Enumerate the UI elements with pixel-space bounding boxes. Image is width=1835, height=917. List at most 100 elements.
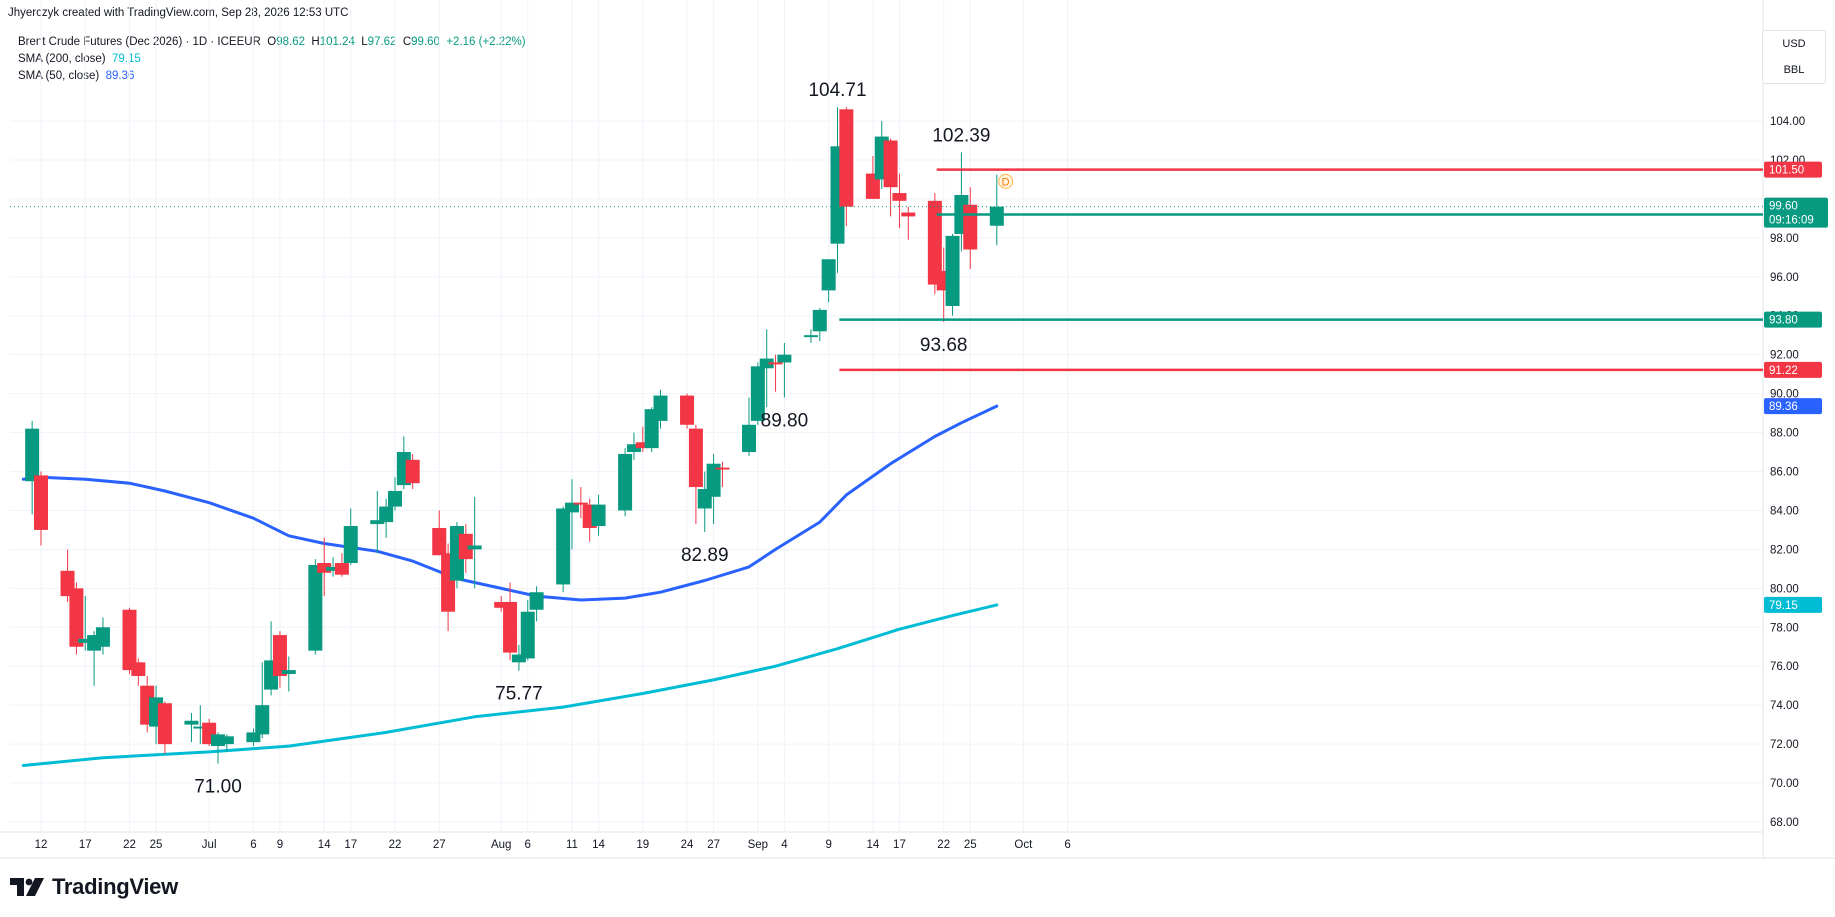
candle-body <box>131 662 146 676</box>
last-price-value: 99.60 <box>1769 201 1798 213</box>
time-tick-label: 11 <box>566 839 578 851</box>
candle-body <box>308 564 323 651</box>
price-tick-label: 82.00 <box>1770 544 1799 556</box>
candle-down <box>334 553 349 577</box>
tradingview-logo-text: TradingView <box>52 874 178 899</box>
candle-body <box>317 563 332 573</box>
price-tick-label: 96.00 <box>1770 272 1799 284</box>
sma-price-tag-text: 89.36 <box>1769 401 1798 413</box>
dividend-marker-icon[interactable]: D <box>998 173 1014 189</box>
time-tick-label: 6 <box>250 839 256 851</box>
candle-body <box>618 453 633 511</box>
candle-up <box>25 420 40 515</box>
time-tick-label: 14 <box>867 839 880 851</box>
candle-down <box>883 138 898 217</box>
time-tick-label: 22 <box>123 839 136 851</box>
candle-down <box>635 426 650 453</box>
time-tick-label: 22 <box>937 839 950 851</box>
level-price-tag: 91.22 <box>1764 361 1822 378</box>
high-value: 101.24 <box>319 36 355 48</box>
unit-selector[interactable]: USD BBL <box>1762 30 1826 84</box>
change-value: +2.16 (+2.22%) <box>446 36 526 48</box>
candle-body <box>821 259 836 291</box>
candle-body <box>343 526 358 564</box>
candle-down <box>405 453 420 490</box>
candle-down <box>317 537 332 597</box>
candle-up <box>281 656 296 692</box>
tradingview-logo-icon <box>10 878 44 896</box>
candle-body <box>494 601 509 608</box>
candle-up <box>653 389 668 429</box>
candle-up <box>370 490 385 554</box>
candle-body <box>272 635 287 676</box>
candle-down <box>901 206 916 240</box>
candle-body <box>370 520 385 525</box>
price-tick-label: 98.00 <box>1770 233 1799 245</box>
candle-down <box>272 631 287 688</box>
candle-up <box>618 448 633 517</box>
close-value: 99.60 <box>411 36 440 48</box>
candle-up <box>219 734 234 752</box>
price-annotation: 104.71 <box>808 80 866 101</box>
candle-up <box>343 508 358 565</box>
candle-body <box>405 459 420 484</box>
low-value: 97.62 <box>367 36 397 48</box>
time-tick-label: 6 <box>1064 839 1070 851</box>
last-price-tag-bg <box>1764 197 1828 228</box>
candle-down <box>688 424 703 525</box>
time-tick-label: Oct <box>1014 839 1033 851</box>
time-tick-label: 12 <box>35 839 48 851</box>
candle-up <box>803 329 818 343</box>
price-tick-label: 104.00 <box>1770 116 1805 128</box>
time-tick-label: 27 <box>707 839 720 851</box>
candle-up <box>95 617 110 655</box>
chart-legend: Brent Crude Futures (Dec 2026) · 1D · IC… <box>18 34 526 85</box>
time-tick-label: 9 <box>277 839 283 851</box>
candle-body <box>520 611 535 659</box>
candle-down <box>680 393 695 429</box>
sma-price-tag: 79.15 <box>1764 596 1822 613</box>
sma200-line <box>21 603 999 767</box>
price-tick-label: 80.00 <box>1770 583 1799 595</box>
candle-up <box>211 732 225 764</box>
legend-sma200-row[interactable]: SMA (200, close) 79.15 <box>18 51 526 68</box>
time-tick-label: 14 <box>318 839 331 851</box>
sma-price-tag-bg <box>1764 398 1822 415</box>
level-price-tag-bg <box>1764 311 1822 328</box>
currency-label[interactable]: USD <box>1782 38 1806 50</box>
candle-body <box>927 200 942 285</box>
candle-up <box>565 479 579 550</box>
high-label: H <box>311 36 320 48</box>
candle-body <box>653 395 668 421</box>
dividend-marker-label: D <box>1002 176 1010 188</box>
time-tick-label: 4 <box>781 839 788 851</box>
candle-down <box>131 658 146 686</box>
last-price-tag: 99.60 09:16:09 <box>1764 197 1828 228</box>
candle-body <box>565 502 579 513</box>
chart-grid <box>10 0 1763 832</box>
hlines-layer <box>10 168 1763 372</box>
candle-up <box>556 506 571 593</box>
candle-down <box>768 354 783 392</box>
price-tick-label: 92.00 <box>1770 350 1799 362</box>
legend-sma50-row[interactable]: SMA (50, close) 89.36 <box>18 68 526 85</box>
time-tick-label: Jul <box>202 839 217 851</box>
sma50-line <box>21 404 999 602</box>
price-annotation: 89.80 <box>761 411 809 432</box>
sma-price-tag-bg <box>1764 596 1822 613</box>
price-annotation: 75.77 <box>495 684 543 705</box>
candle-body <box>556 508 571 585</box>
candle-body <box>95 627 110 647</box>
legend-symbol-row[interactable]: Brent Crude Futures (Dec 2026) · 1D · IC… <box>18 34 526 51</box>
candle-body <box>379 506 394 523</box>
candle-body <box>777 354 792 363</box>
price-tick-label: 84.00 <box>1770 505 1799 517</box>
candle-up <box>812 307 827 342</box>
candle-body <box>157 703 172 745</box>
tradingview-logo[interactable]: TradingView <box>10 874 178 900</box>
price-tick-label: 68.00 <box>1770 817 1799 829</box>
candle-up <box>706 453 721 525</box>
unit-label[interactable]: BBL <box>1783 64 1805 76</box>
close-label: C <box>402 36 412 48</box>
